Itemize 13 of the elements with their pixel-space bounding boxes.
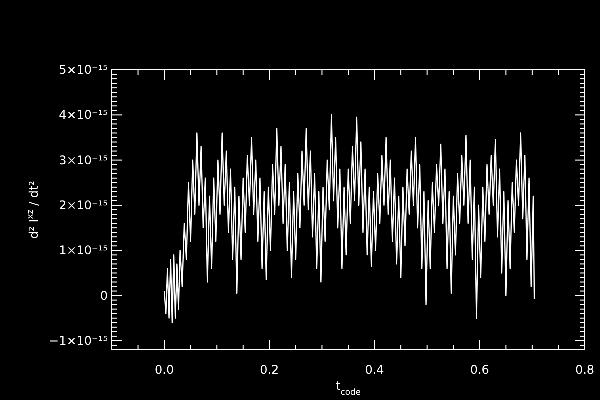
x-axis-title: t$_{code}$ [336, 379, 361, 397]
y-tick-label: 3×10⁻¹⁵ [59, 153, 108, 168]
x-tick-label: 0.2 [260, 363, 280, 377]
x-tick-label: 0.6 [470, 363, 490, 377]
y-tick-label: 0 [100, 288, 108, 303]
y-tick-label: −1×10⁻¹⁵ [49, 334, 108, 348]
x-tick-label: 0.4 [365, 363, 384, 377]
x-tick-label: 0.0 [155, 363, 174, 377]
y-tick-label: 2×10⁻¹⁵ [59, 198, 108, 212]
y-tick-label: 4×10⁻¹⁵ [59, 108, 108, 122]
y-tick-label: 5×10⁻¹⁵ [59, 63, 108, 77]
y-tick-label: 1×10⁻¹⁵ [59, 244, 108, 258]
x-tick-label: 0.8 [575, 363, 595, 377]
